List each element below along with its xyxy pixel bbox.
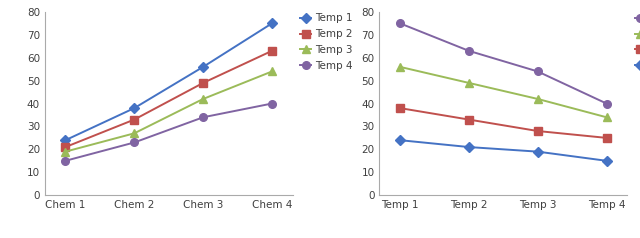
Temp 1 [61,139,69,142]
Chem 4 [465,50,473,52]
Line: Chem 1: Chem 1 [396,136,611,165]
Chem 2 [603,136,611,139]
Temp 3 [199,98,207,100]
Temp 4 [268,102,276,105]
Legend: Chem 4, Chem 3, Chem 2, Chem 1: Chem 4, Chem 3, Chem 2, Chem 1 [635,13,640,71]
Temp 4 [199,116,207,119]
Legend: Temp 1, Temp 2, Temp 3, Temp 4: Temp 1, Temp 2, Temp 3, Temp 4 [300,13,353,71]
Chem 3 [465,81,473,84]
Temp 4 [61,159,69,162]
Temp 1 [268,22,276,25]
Temp 2 [131,118,138,121]
Chem 3 [534,98,541,100]
Line: Temp 1: Temp 1 [61,20,276,144]
Temp 4 [131,141,138,144]
Temp 1 [199,65,207,68]
Line: Chem 4: Chem 4 [396,20,611,107]
Chem 1 [396,139,404,142]
Chem 2 [396,107,404,109]
Chem 3 [603,116,611,119]
Chem 4 [534,70,541,73]
Chem 2 [534,129,541,132]
Line: Chem 3: Chem 3 [396,63,611,121]
Temp 2 [199,81,207,84]
Chem 2 [465,118,473,121]
Line: Temp 4: Temp 4 [61,100,276,165]
Chem 1 [534,150,541,153]
Chem 1 [465,146,473,149]
Chem 1 [603,159,611,162]
Temp 3 [268,70,276,73]
Line: Chem 2: Chem 2 [396,104,611,142]
Temp 2 [61,146,69,149]
Chem 3 [396,65,404,68]
Temp 3 [61,150,69,153]
Temp 1 [131,107,138,109]
Line: Temp 3: Temp 3 [61,68,276,155]
Temp 3 [131,132,138,135]
Chem 4 [603,102,611,105]
Chem 4 [396,22,404,25]
Temp 2 [268,50,276,52]
Line: Temp 2: Temp 2 [61,47,276,151]
